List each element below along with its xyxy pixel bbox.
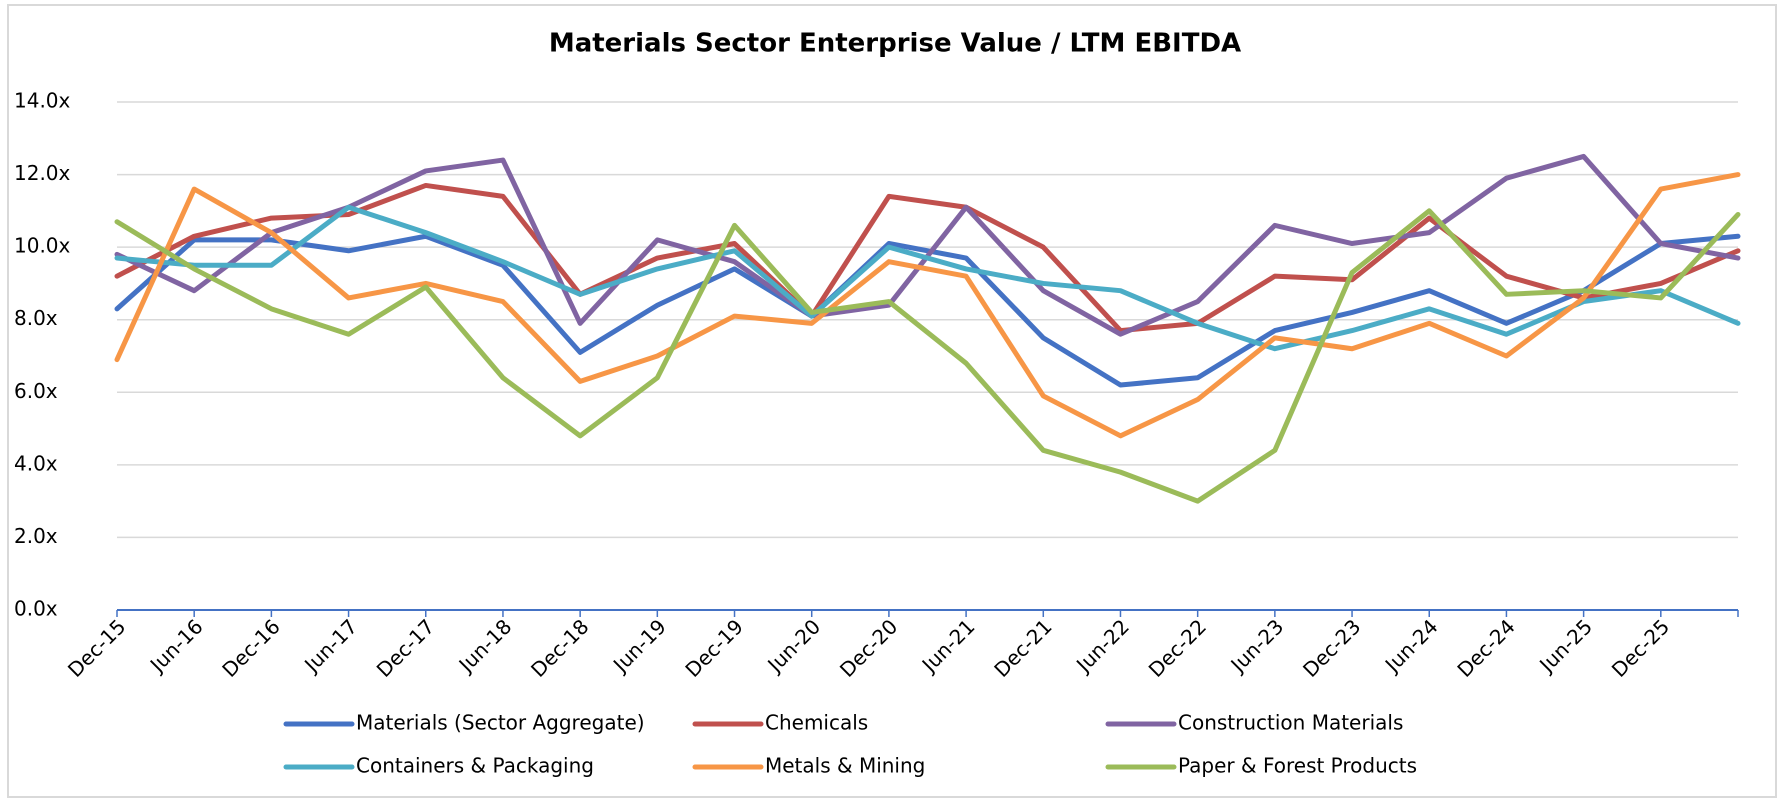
legend-label: Construction Materials xyxy=(1178,711,1403,735)
series-line xyxy=(114,172,1741,439)
y-tick-label: 14.0x xyxy=(14,89,71,113)
y-tick-label: 2.0x xyxy=(14,524,58,548)
y-tick-label: 12.0x xyxy=(14,161,71,185)
legend-label: Containers & Packaging xyxy=(356,754,594,778)
y-tick-label: 4.0x xyxy=(14,451,58,475)
y-tick-label: 6.0x xyxy=(14,379,58,403)
legend-label: Materials (Sector Aggregate) xyxy=(356,711,645,735)
series-line xyxy=(114,204,1741,352)
chart-title: Materials Sector Enterprise Value / LTM … xyxy=(549,29,1241,59)
legend-label: Chemicals xyxy=(765,711,868,735)
legend-label: Paper & Forest Products xyxy=(1178,754,1417,778)
y-tick-label: 10.0x xyxy=(14,234,71,258)
series-line xyxy=(114,208,1741,504)
y-tick-label: 8.0x xyxy=(14,306,58,330)
y-tick-label: 0.0x xyxy=(14,597,58,621)
series-line xyxy=(114,233,1741,388)
series-line xyxy=(114,182,1741,334)
legend-label: Metals & Mining xyxy=(765,754,925,778)
chart-border xyxy=(7,4,1777,798)
